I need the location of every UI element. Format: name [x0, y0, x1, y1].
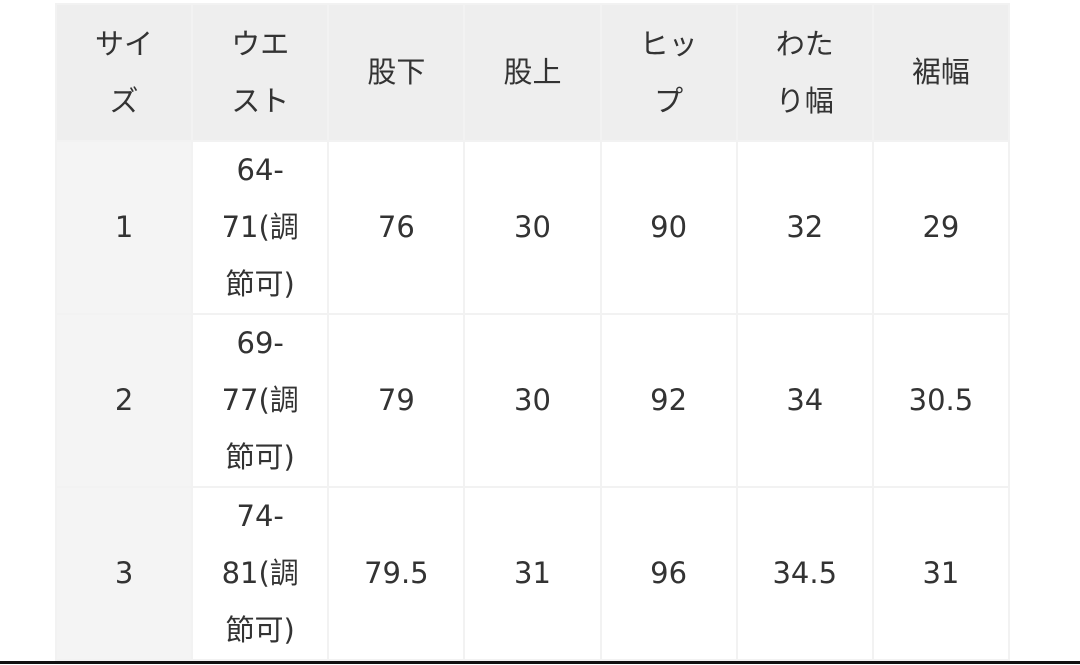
- header-thigh: わたり幅: [735, 3, 874, 142]
- cell-hem: 30.5: [871, 313, 1011, 488]
- header-waist: ウエスト: [191, 3, 330, 142]
- header-size: サイズ: [54, 3, 194, 142]
- header-hip: ヒップ: [599, 3, 738, 142]
- table-row: 3 74-81(調節可) 79.5 31 96 34.5 31: [54, 486, 1011, 661]
- bottom-divider: [0, 661, 1080, 664]
- table-row: 2 69-77(調節可) 79 30 92 34 30.5: [54, 313, 1011, 488]
- cell-thigh: 34.5: [735, 486, 874, 661]
- cell-hem: 29: [871, 140, 1011, 315]
- cell-hip: 90: [599, 140, 738, 315]
- cell-thigh: 34: [735, 313, 874, 488]
- cell-size: 1: [54, 140, 194, 315]
- cell-thigh: 32: [735, 140, 874, 315]
- header-row: サイズ ウエスト 股下 股上 ヒップ わたり幅 裾幅: [54, 3, 1011, 142]
- cell-size: 3: [54, 486, 194, 661]
- cell-inseam: 76: [327, 140, 466, 315]
- cell-waist: 69-77(調節可): [191, 313, 330, 488]
- cell-hem: 31: [871, 486, 1011, 661]
- cell-rise: 30: [463, 140, 602, 315]
- cell-waist: 64-71(調節可): [191, 140, 330, 315]
- cell-rise: 31: [463, 486, 602, 661]
- header-hem: 裾幅: [871, 3, 1011, 142]
- cell-size: 2: [54, 313, 194, 488]
- cell-rise: 30: [463, 313, 602, 488]
- size-chart-table: サイズ ウエスト 股下 股上 ヒップ わたり幅 裾幅 1 64-71(調節可) …: [54, 3, 1011, 661]
- cell-hip: 96: [599, 486, 738, 661]
- cell-waist: 74-81(調節可): [191, 486, 330, 661]
- cell-hip: 92: [599, 313, 738, 488]
- cell-inseam: 79: [327, 313, 466, 488]
- header-rise: 股上: [463, 3, 602, 142]
- header-inseam: 股下: [327, 3, 466, 142]
- table-row: 1 64-71(調節可) 76 30 90 32 29: [54, 140, 1011, 315]
- cell-inseam: 79.5: [327, 486, 466, 661]
